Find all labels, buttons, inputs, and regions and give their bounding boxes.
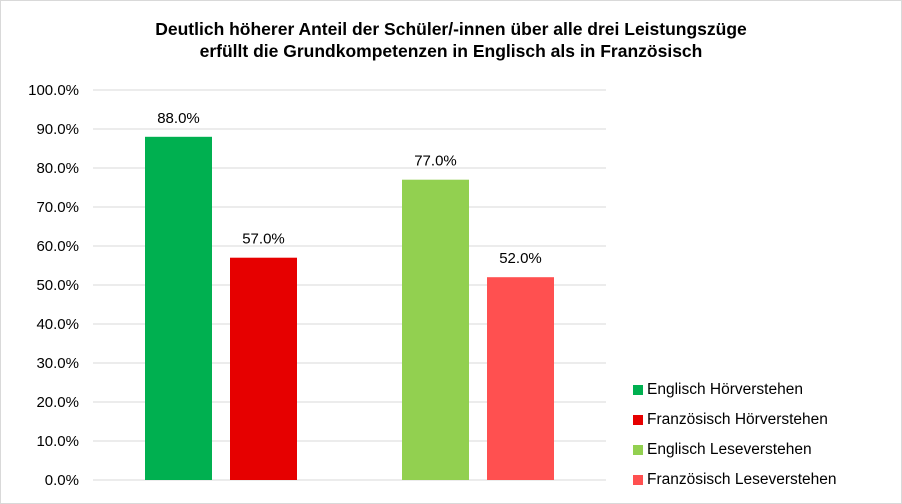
- y-tick-label: 90.0%: [36, 121, 79, 138]
- legend-swatch: [633, 445, 643, 455]
- y-tick-label: 40.0%: [36, 316, 79, 333]
- y-tick-label: 80.0%: [36, 160, 79, 177]
- legend-label: Französisch Hörverstehen: [647, 411, 828, 428]
- chart-title-line-2: erfüllt die Grundkompetenzen in Englisch…: [199, 41, 703, 61]
- y-tick-label: 20.0%: [36, 394, 79, 411]
- data-label: 52.0%: [499, 250, 542, 267]
- data-label: 88.0%: [157, 110, 200, 127]
- y-tick-label: 0.0%: [45, 472, 79, 489]
- bar: [402, 179, 469, 480]
- chart-title-line-1: Deutlich höherer Anteil der Schüler/-inn…: [155, 19, 747, 39]
- legend-label: Englisch Hörverstehen: [647, 381, 803, 398]
- chart-title: Deutlich höherer Anteil der Schüler/-inn…: [0, 18, 902, 62]
- legend-item-franzoesisch-leseverstehen: Französisch Leseverstehen: [633, 465, 837, 495]
- legend-label: Englisch Leseverstehen: [647, 441, 812, 458]
- legend-label: Französisch Leseverstehen: [647, 471, 837, 488]
- y-tick-label: 50.0%: [36, 277, 79, 294]
- legend-swatch: [633, 385, 643, 395]
- legend-item-franzoesisch-hoerverstehen: Französisch Hörverstehen: [633, 405, 837, 435]
- data-label: 57.0%: [242, 231, 285, 248]
- legend-item-englisch-leseverstehen: Englisch Leseverstehen: [633, 435, 837, 465]
- y-tick-label: 100.0%: [28, 82, 79, 99]
- y-tick-label: 60.0%: [36, 238, 79, 255]
- y-tick-label: 70.0%: [36, 199, 79, 216]
- y-tick-label: 30.0%: [36, 355, 79, 372]
- data-label: 77.0%: [414, 153, 457, 170]
- bar: [230, 257, 297, 480]
- bar: [145, 136, 212, 481]
- legend-item-englisch-hoerverstehen: Englisch Hörverstehen: [633, 375, 837, 405]
- bar: [487, 277, 554, 480]
- legend: Englisch Hörverstehen Französisch Hörver…: [633, 375, 837, 495]
- legend-swatch: [633, 475, 643, 485]
- y-tick-label: 10.0%: [36, 433, 79, 450]
- legend-swatch: [633, 415, 643, 425]
